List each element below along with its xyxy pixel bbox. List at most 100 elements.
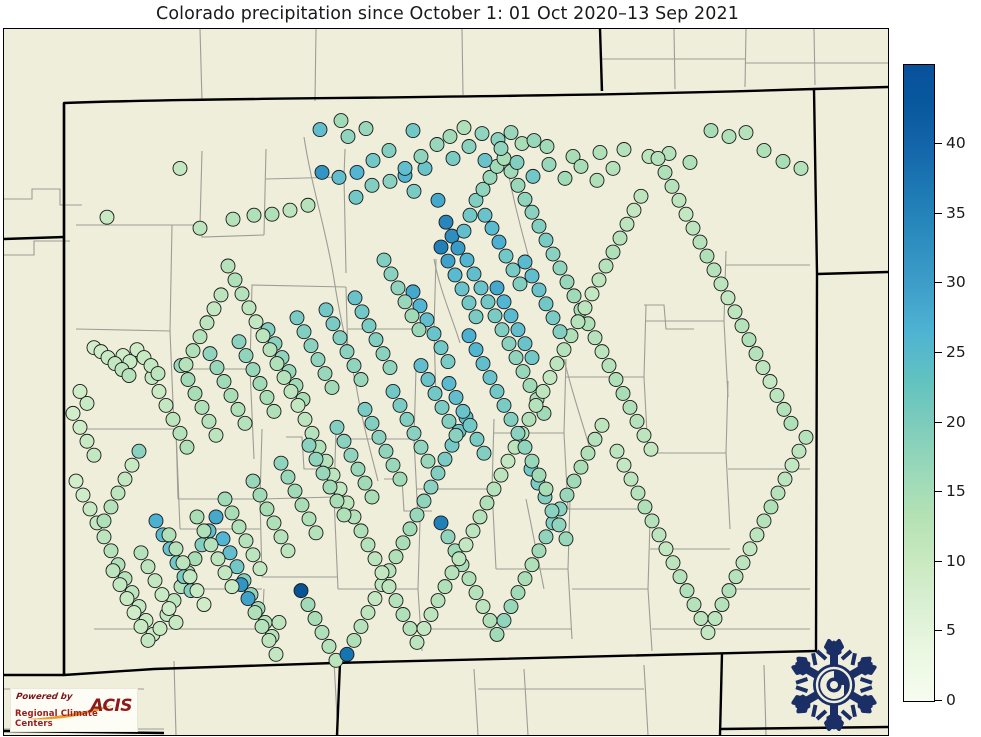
station-marker[interactable]	[245, 362, 261, 378]
station-marker[interactable]	[657, 164, 673, 180]
station-marker[interactable]	[300, 597, 316, 613]
station-marker[interactable]	[622, 399, 638, 415]
station-marker[interactable]	[261, 632, 277, 648]
station-marker[interactable]	[522, 378, 538, 393]
station-marker[interactable]	[487, 308, 503, 324]
station-marker[interactable]	[354, 304, 370, 320]
station-marker[interactable]	[203, 537, 219, 553]
station-marker[interactable]	[763, 499, 779, 515]
station-marker[interactable]	[524, 453, 540, 469]
station-marker[interactable]	[82, 501, 98, 517]
station-marker[interactable]	[526, 133, 542, 148]
station-marker[interactable]	[742, 541, 758, 557]
station-marker[interactable]	[310, 352, 326, 368]
station-marker[interactable]	[79, 395, 95, 411]
station-marker[interactable]	[358, 121, 374, 137]
station-marker[interactable]	[503, 411, 519, 427]
station-marker[interactable]	[269, 356, 285, 372]
station-marker[interactable]	[86, 447, 102, 463]
station-marker[interactable]	[185, 343, 201, 359]
station-marker[interactable]	[227, 272, 243, 288]
station-marker[interactable]	[556, 342, 572, 358]
station-marker[interactable]	[259, 389, 275, 405]
station-marker[interactable]	[565, 149, 581, 164]
station-marker[interactable]	[324, 380, 340, 395]
station-marker[interactable]	[749, 527, 765, 543]
station-marker[interactable]	[580, 445, 596, 461]
station-marker[interactable]	[664, 178, 680, 194]
station-marker[interactable]	[105, 563, 121, 579]
station-marker[interactable]	[336, 433, 352, 449]
station-marker[interactable]	[385, 457, 401, 473]
station-marker[interactable]	[477, 207, 493, 223]
station-marker[interactable]	[180, 372, 196, 387]
station-marker[interactable]	[552, 260, 568, 276]
station-marker[interactable]	[349, 164, 365, 180]
station-marker[interactable]	[273, 529, 289, 545]
station-marker[interactable]	[357, 475, 373, 491]
station-marker[interactable]	[374, 565, 390, 581]
station-marker[interactable]	[720, 290, 736, 306]
station-marker[interactable]	[484, 220, 500, 236]
station-marker[interactable]	[665, 555, 681, 571]
station-marker[interactable]	[140, 632, 156, 648]
station-marker[interactable]	[430, 593, 446, 609]
station-marker[interactable]	[566, 473, 582, 489]
station-marker[interactable]	[462, 417, 478, 433]
station-marker[interactable]	[255, 328, 271, 344]
station-marker[interactable]	[402, 621, 418, 636]
station-marker[interactable]	[440, 354, 456, 370]
station-marker[interactable]	[413, 439, 429, 455]
station-marker[interactable]	[517, 191, 533, 207]
station-marker[interactable]	[192, 220, 208, 236]
station-marker[interactable]	[301, 511, 317, 527]
station-marker[interactable]	[217, 565, 233, 581]
station-marker[interactable]	[612, 230, 628, 246]
station-marker[interactable]	[451, 551, 467, 567]
station-marker[interactable]	[365, 152, 381, 168]
station-marker[interactable]	[591, 272, 607, 288]
station-marker[interactable]	[672, 569, 688, 585]
station-marker[interactable]	[99, 209, 115, 225]
station-marker[interactable]	[461, 328, 477, 344]
station-marker[interactable]	[231, 519, 247, 535]
station-marker[interactable]	[405, 123, 421, 139]
station-marker[interactable]	[651, 527, 667, 543]
station-marker[interactable]	[510, 425, 526, 441]
station-marker[interactable]	[231, 334, 247, 350]
station-marker[interactable]	[605, 244, 621, 260]
station-marker[interactable]	[791, 443, 807, 459]
station-marker[interactable]	[224, 505, 240, 521]
station-marker[interactable]	[179, 439, 195, 455]
station-marker[interactable]	[524, 204, 540, 220]
station-marker[interactable]	[353, 372, 369, 387]
station-marker[interactable]	[140, 559, 156, 575]
station-marker[interactable]	[525, 168, 541, 184]
station-marker[interactable]	[455, 403, 471, 419]
station-marker[interactable]	[479, 495, 495, 511]
station-marker[interactable]	[117, 471, 133, 487]
station-marker[interactable]	[348, 189, 364, 205]
station-marker[interactable]	[682, 154, 698, 170]
station-marker[interactable]	[206, 301, 222, 317]
station-marker[interactable]	[769, 387, 785, 403]
station-marker[interactable]	[461, 571, 477, 587]
station-marker[interactable]	[103, 543, 119, 559]
station-marker[interactable]	[368, 332, 384, 348]
station-marker[interactable]	[252, 487, 268, 503]
station-marker[interactable]	[721, 583, 737, 599]
station-marker[interactable]	[685, 220, 701, 236]
station-marker[interactable]	[361, 318, 377, 334]
station-marker[interactable]	[314, 624, 330, 640]
station-marker[interactable]	[462, 207, 478, 223]
station-marker[interactable]	[430, 192, 446, 208]
station-marker[interactable]	[96, 513, 112, 529]
station-marker[interactable]	[296, 324, 312, 340]
station-marker[interactable]	[558, 531, 574, 547]
station-marker[interactable]	[434, 399, 450, 415]
station-marker[interactable]	[474, 126, 490, 142]
station-marker[interactable]	[577, 300, 593, 316]
station-marker[interactable]	[72, 419, 88, 435]
station-marker[interactable]	[441, 413, 457, 429]
station-marker[interactable]	[124, 457, 140, 473]
